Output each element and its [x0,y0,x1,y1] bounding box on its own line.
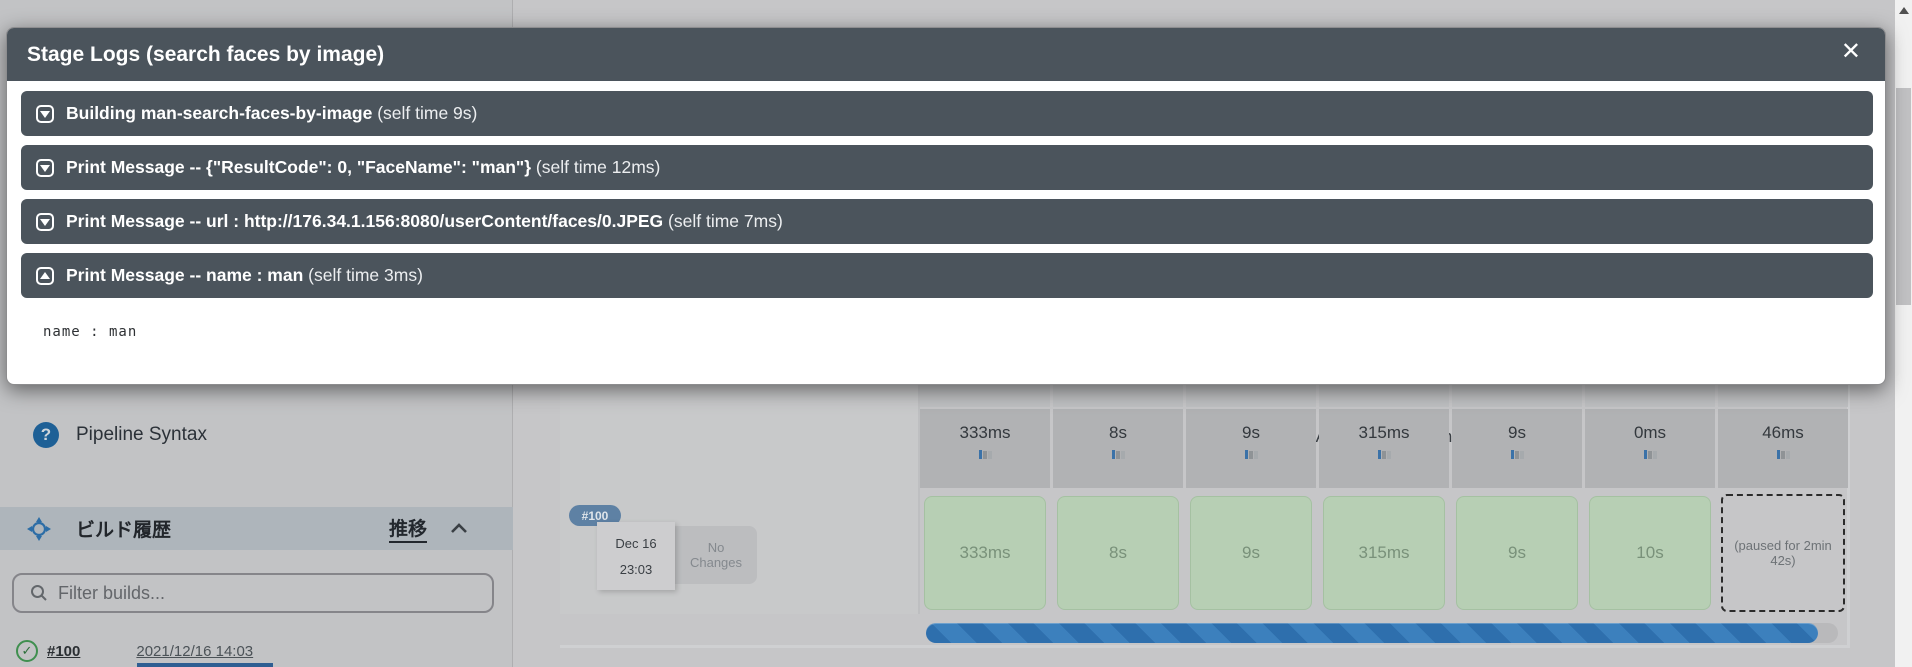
avg-stage-time-cell: 46ms [1718,409,1848,488]
no-changes-box: No Changes [675,526,757,584]
build-history-icon [27,516,51,541]
avg-stage-time-cell: 9s [1452,409,1582,488]
sidebar-item-pipeline-syntax[interactable]: ? Pipeline Syntax [0,414,513,456]
log-row-building[interactable]: Building man-search-faces-by-image (self… [21,91,1873,136]
build-timestamp-link[interactable]: 2021/12/16 14:03 [136,642,254,660]
avg-stage-time-cell: 333ms [920,409,1050,488]
stage-cell[interactable]: 8s [1057,496,1179,610]
build-history-label: ビルド履歴 [76,520,172,541]
search-icon [31,585,47,601]
build-date-box[interactable]: Dec 16 23:03 [597,522,675,590]
build-date: Dec 16 [615,535,657,551]
stage-view-table: Average stage times: 333ms 8s 9s 315ms 9… [560,385,1850,648]
chevron-up-icon[interactable] [36,266,54,285]
stage-cell[interactable]: 10s [1589,496,1711,610]
stage-chart-icon[interactable] [1111,450,1125,459]
chevron-up-icon[interactable] [450,523,468,534]
build-time: 23:03 [619,561,653,577]
build-progress-track [926,623,1838,643]
avg-time-value: 46ms [1762,423,1804,442]
log-title: Print Message -- {"ResultCode": 0, "Face… [66,157,532,177]
filter-builds-box [12,573,494,613]
log-self-time: (self time 7ms) [668,211,783,231]
stage-chart-icon[interactable] [1510,450,1524,459]
stage-name-header [1319,385,1449,407]
scrollbar-up-arrow-icon[interactable] [1899,7,1909,14]
scrollbar-thumb[interactable] [1896,88,1911,305]
stage-name-header [1186,385,1316,407]
log-row-print-url[interactable]: Print Message -- url : http://176.34.1.1… [21,199,1873,244]
stage-chart-icon[interactable] [1776,450,1790,459]
stage-cell[interactable]: 333ms [924,496,1046,610]
filter-builds-input[interactable] [58,582,458,604]
question-mark-icon: ? [33,422,59,448]
log-row-print-resultcode[interactable]: Print Message -- {"ResultCode": 0, "Face… [21,145,1873,190]
stage-name-header [920,385,1050,407]
avg-stage-time-cell: 9s [1186,409,1316,488]
log-title: Print Message -- name : man [66,265,304,285]
stage-chart-icon[interactable] [978,450,992,459]
avg-time-value: 8s [1109,423,1127,442]
stage-cell[interactable]: 9s [1190,496,1312,610]
stage-name-header [1053,385,1183,407]
stage-cell[interactable]: 315ms [1323,496,1445,610]
stage-name-header [1718,385,1848,407]
avg-time-value: 9s [1508,423,1526,442]
build-progress-bar [926,623,1818,643]
stage-name-header [1585,385,1715,407]
stage-cell[interactable]: 9s [1456,496,1578,610]
stage-chart-icon[interactable] [1377,450,1391,459]
close-icon[interactable]: ✕ [1840,38,1861,65]
modal-title: Stage Logs (search faces by image) [27,42,385,66]
build-number-badge[interactable]: #100 [569,505,621,526]
build-progress-underbar [137,663,273,667]
build-history-header: ビルド履歴 推移 [0,507,513,550]
stage-name-header [1452,385,1582,407]
log-row-print-name[interactable]: Print Message -- name : man (self time 3… [21,253,1873,298]
chevron-down-icon[interactable] [36,212,54,231]
avg-stage-time-cell: 0ms [1585,409,1715,488]
stage-chart-icon[interactable] [1643,450,1657,459]
paused-stage-cell[interactable]: (paused for 2min 42s) [1721,494,1845,612]
page-scrollbar[interactable] [1895,0,1912,667]
avg-time-value: 9s [1242,423,1260,442]
log-self-time: (self time 12ms) [535,157,661,177]
log-title: Print Message -- url : http://176.34.1.1… [66,211,664,231]
trend-link[interactable]: 推移 [389,514,428,543]
avg-time-value: 333ms [959,423,1011,442]
avg-time-value: 315ms [1358,423,1410,442]
stage-chart-icon[interactable] [1244,450,1258,459]
build-success-icon: ✓ [16,640,38,662]
log-self-time: (self time 9s) [377,103,478,123]
avg-stage-time-cell: 8s [1053,409,1183,488]
console-output: name : man [43,324,138,340]
pipeline-syntax-label: Pipeline Syntax [76,424,207,445]
stage-logs-modal: Stage Logs (search faces by image) ✕ Bui… [6,27,1886,385]
log-title: Building man-search-faces-by-image [66,103,373,123]
build-history-row: ✓ #100 2021/12/16 14:03 [16,640,253,662]
chevron-down-icon[interactable] [36,104,54,123]
avg-stage-time-cell: 315ms [1319,409,1449,488]
avg-time-value: 0ms [1633,423,1667,442]
chevron-down-icon[interactable] [36,158,54,177]
log-self-time: (self time 3ms) [308,265,423,285]
build-number-link[interactable]: #100 [47,642,81,660]
modal-header: Stage Logs (search faces by image) ✕ [7,28,1885,81]
